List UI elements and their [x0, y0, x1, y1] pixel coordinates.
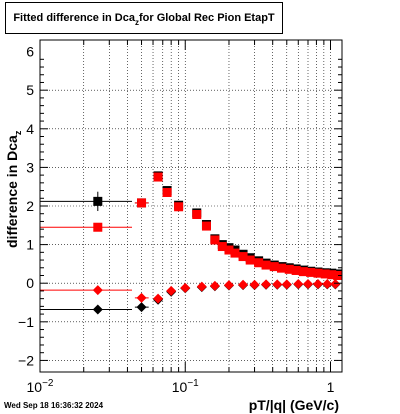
series-1	[40, 172, 343, 280]
data-point-diamond	[322, 278, 333, 289]
y-axis-label-sub: z	[13, 130, 23, 135]
y-tick-label: 5	[26, 82, 34, 98]
chart-title-rest: for Global Rec Pion EtapT	[138, 12, 275, 24]
y-tick-label: −1	[18, 314, 34, 330]
y-axis-label-main: difference in Dca	[4, 135, 20, 248]
data-point-square	[93, 222, 103, 232]
data-point-diamond	[92, 304, 103, 315]
data-point-square	[224, 245, 234, 255]
data-point-diamond	[272, 279, 283, 290]
y-tick-label: 1	[26, 237, 34, 253]
data-point-diamond	[293, 278, 304, 289]
chart-title-box: Fitted difference in Dca z for Global Rec…	[5, 2, 283, 34]
data-point-square	[217, 242, 227, 252]
data-point-square	[137, 198, 147, 208]
data-point-diamond	[196, 281, 207, 292]
data-point-diamond	[153, 293, 164, 304]
data-point-square	[162, 187, 172, 197]
data-point-square	[261, 260, 271, 270]
y-tick-label: 6	[26, 44, 34, 60]
data-point-diamond	[166, 285, 177, 296]
data-point-square	[298, 267, 308, 277]
data-point-diamond	[302, 278, 313, 289]
data-point-diamond	[238, 279, 249, 290]
data-point-square	[277, 263, 287, 273]
data-point-square	[284, 264, 294, 274]
axis-ticks	[39, 40, 342, 372]
y-tick-label: 4	[26, 121, 34, 137]
x-tick-label: 10−2	[27, 378, 54, 395]
chart-title-main: Fitted difference in Dca	[13, 12, 135, 24]
data-point-square	[201, 221, 211, 231]
data-point-diamond	[180, 282, 191, 293]
chart-title-sub: z	[134, 17, 139, 27]
x-tick-label: 10−1	[172, 378, 199, 395]
y-axis-label: difference in Dcaz	[4, 130, 23, 248]
data-point-square	[254, 258, 264, 268]
data-point-square	[306, 267, 316, 277]
y-tick-label: 2	[26, 198, 34, 214]
data-point-square	[153, 172, 163, 182]
data-point-square	[93, 196, 103, 206]
series-layer	[40, 171, 343, 315]
data-point-square	[313, 268, 323, 278]
data-point-diamond	[209, 280, 220, 291]
data-point-square	[269, 262, 279, 272]
data-point-square	[327, 270, 337, 280]
data-point-diamond	[330, 278, 341, 289]
data-point-square	[174, 202, 184, 212]
data-point-square	[210, 235, 220, 245]
data-point-diamond	[223, 280, 234, 291]
data-point-diamond	[136, 302, 147, 313]
x-tick-label: 1	[327, 379, 335, 395]
data-point-diamond	[92, 285, 103, 296]
data-point-square	[192, 209, 202, 219]
data-point-square	[291, 265, 301, 275]
data-point-square	[238, 252, 248, 262]
data-point-square	[320, 269, 330, 279]
data-point-diamond	[261, 279, 272, 290]
y-tick-label: −2	[18, 352, 34, 368]
data-point-square	[230, 248, 240, 258]
data-point-square	[333, 270, 343, 280]
data-point-diamond	[312, 278, 323, 289]
data-point-square	[245, 255, 255, 265]
tick-labels: −2 −1 0 1 2 3 4 5 6 10−2 10−1 1	[18, 44, 335, 395]
timestamp-label: Wed Sep 18 16:36:32 2024	[4, 401, 104, 410]
data-point-diamond	[136, 292, 147, 303]
series-3	[40, 278, 341, 304]
y-tick-label: 0	[26, 275, 34, 291]
x-axis-label: pT/|q| (GeV/c)	[249, 397, 339, 413]
y-tick-label: 3	[26, 159, 34, 175]
data-point-diamond	[249, 279, 260, 290]
data-point-diamond	[281, 279, 292, 290]
